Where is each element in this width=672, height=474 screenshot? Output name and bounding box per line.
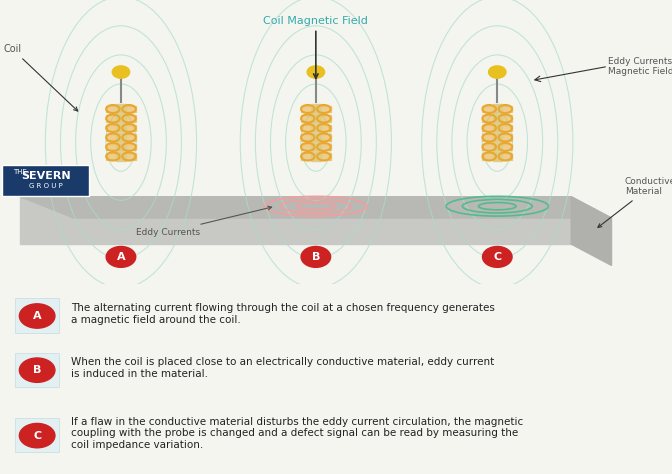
- Text: The alternating current flowing through the coil at a chosen frequency generates: The alternating current flowing through …: [71, 303, 495, 325]
- Circle shape: [112, 66, 130, 78]
- Polygon shape: [106, 144, 136, 150]
- Text: Coil: Coil: [3, 44, 78, 111]
- Circle shape: [19, 358, 55, 383]
- Text: C: C: [493, 252, 501, 262]
- Polygon shape: [20, 197, 612, 218]
- Circle shape: [489, 66, 506, 78]
- Polygon shape: [571, 197, 612, 265]
- Polygon shape: [301, 106, 331, 112]
- Polygon shape: [301, 125, 331, 131]
- Text: SEVERN: SEVERN: [21, 171, 71, 182]
- Text: Coil Magnetic Field: Coil Magnetic Field: [263, 16, 368, 78]
- Polygon shape: [493, 104, 502, 161]
- Text: B: B: [33, 365, 42, 375]
- FancyBboxPatch shape: [2, 165, 89, 196]
- Circle shape: [307, 66, 325, 78]
- Text: B: B: [312, 252, 320, 262]
- Polygon shape: [482, 125, 512, 131]
- Polygon shape: [482, 153, 512, 160]
- Text: If a flaw in the conductive material disturbs the eddy current circulation, the : If a flaw in the conductive material dis…: [71, 417, 523, 450]
- Text: When the coil is placed close to an electrically conductive material, eddy curre: When the coil is placed close to an elec…: [71, 357, 495, 379]
- Polygon shape: [106, 134, 136, 141]
- Polygon shape: [301, 153, 331, 160]
- Circle shape: [106, 246, 136, 267]
- Polygon shape: [482, 144, 512, 150]
- Text: Conductive
Material: Conductive Material: [598, 177, 672, 228]
- Polygon shape: [106, 153, 136, 160]
- Polygon shape: [106, 125, 136, 131]
- FancyBboxPatch shape: [15, 299, 59, 333]
- Text: Eddy Currents
Magnetic Field: Eddy Currents Magnetic Field: [608, 57, 672, 76]
- Polygon shape: [482, 134, 512, 141]
- FancyBboxPatch shape: [15, 353, 59, 387]
- Polygon shape: [301, 115, 331, 122]
- FancyBboxPatch shape: [15, 418, 59, 452]
- Polygon shape: [20, 197, 571, 244]
- Polygon shape: [301, 134, 331, 141]
- Circle shape: [482, 246, 512, 267]
- Circle shape: [301, 246, 331, 267]
- Polygon shape: [311, 104, 321, 161]
- Polygon shape: [106, 115, 136, 122]
- Text: Eddy Currents: Eddy Currents: [136, 206, 271, 237]
- Polygon shape: [482, 106, 512, 112]
- Polygon shape: [301, 144, 331, 150]
- Text: A: A: [117, 252, 125, 262]
- Text: G R O U P: G R O U P: [29, 183, 62, 189]
- Circle shape: [19, 423, 55, 448]
- Text: C: C: [33, 430, 41, 441]
- Polygon shape: [116, 104, 126, 161]
- Polygon shape: [106, 106, 136, 112]
- Text: THE: THE: [13, 169, 27, 174]
- Text: A: A: [33, 311, 42, 321]
- Circle shape: [19, 304, 55, 328]
- Polygon shape: [482, 115, 512, 122]
